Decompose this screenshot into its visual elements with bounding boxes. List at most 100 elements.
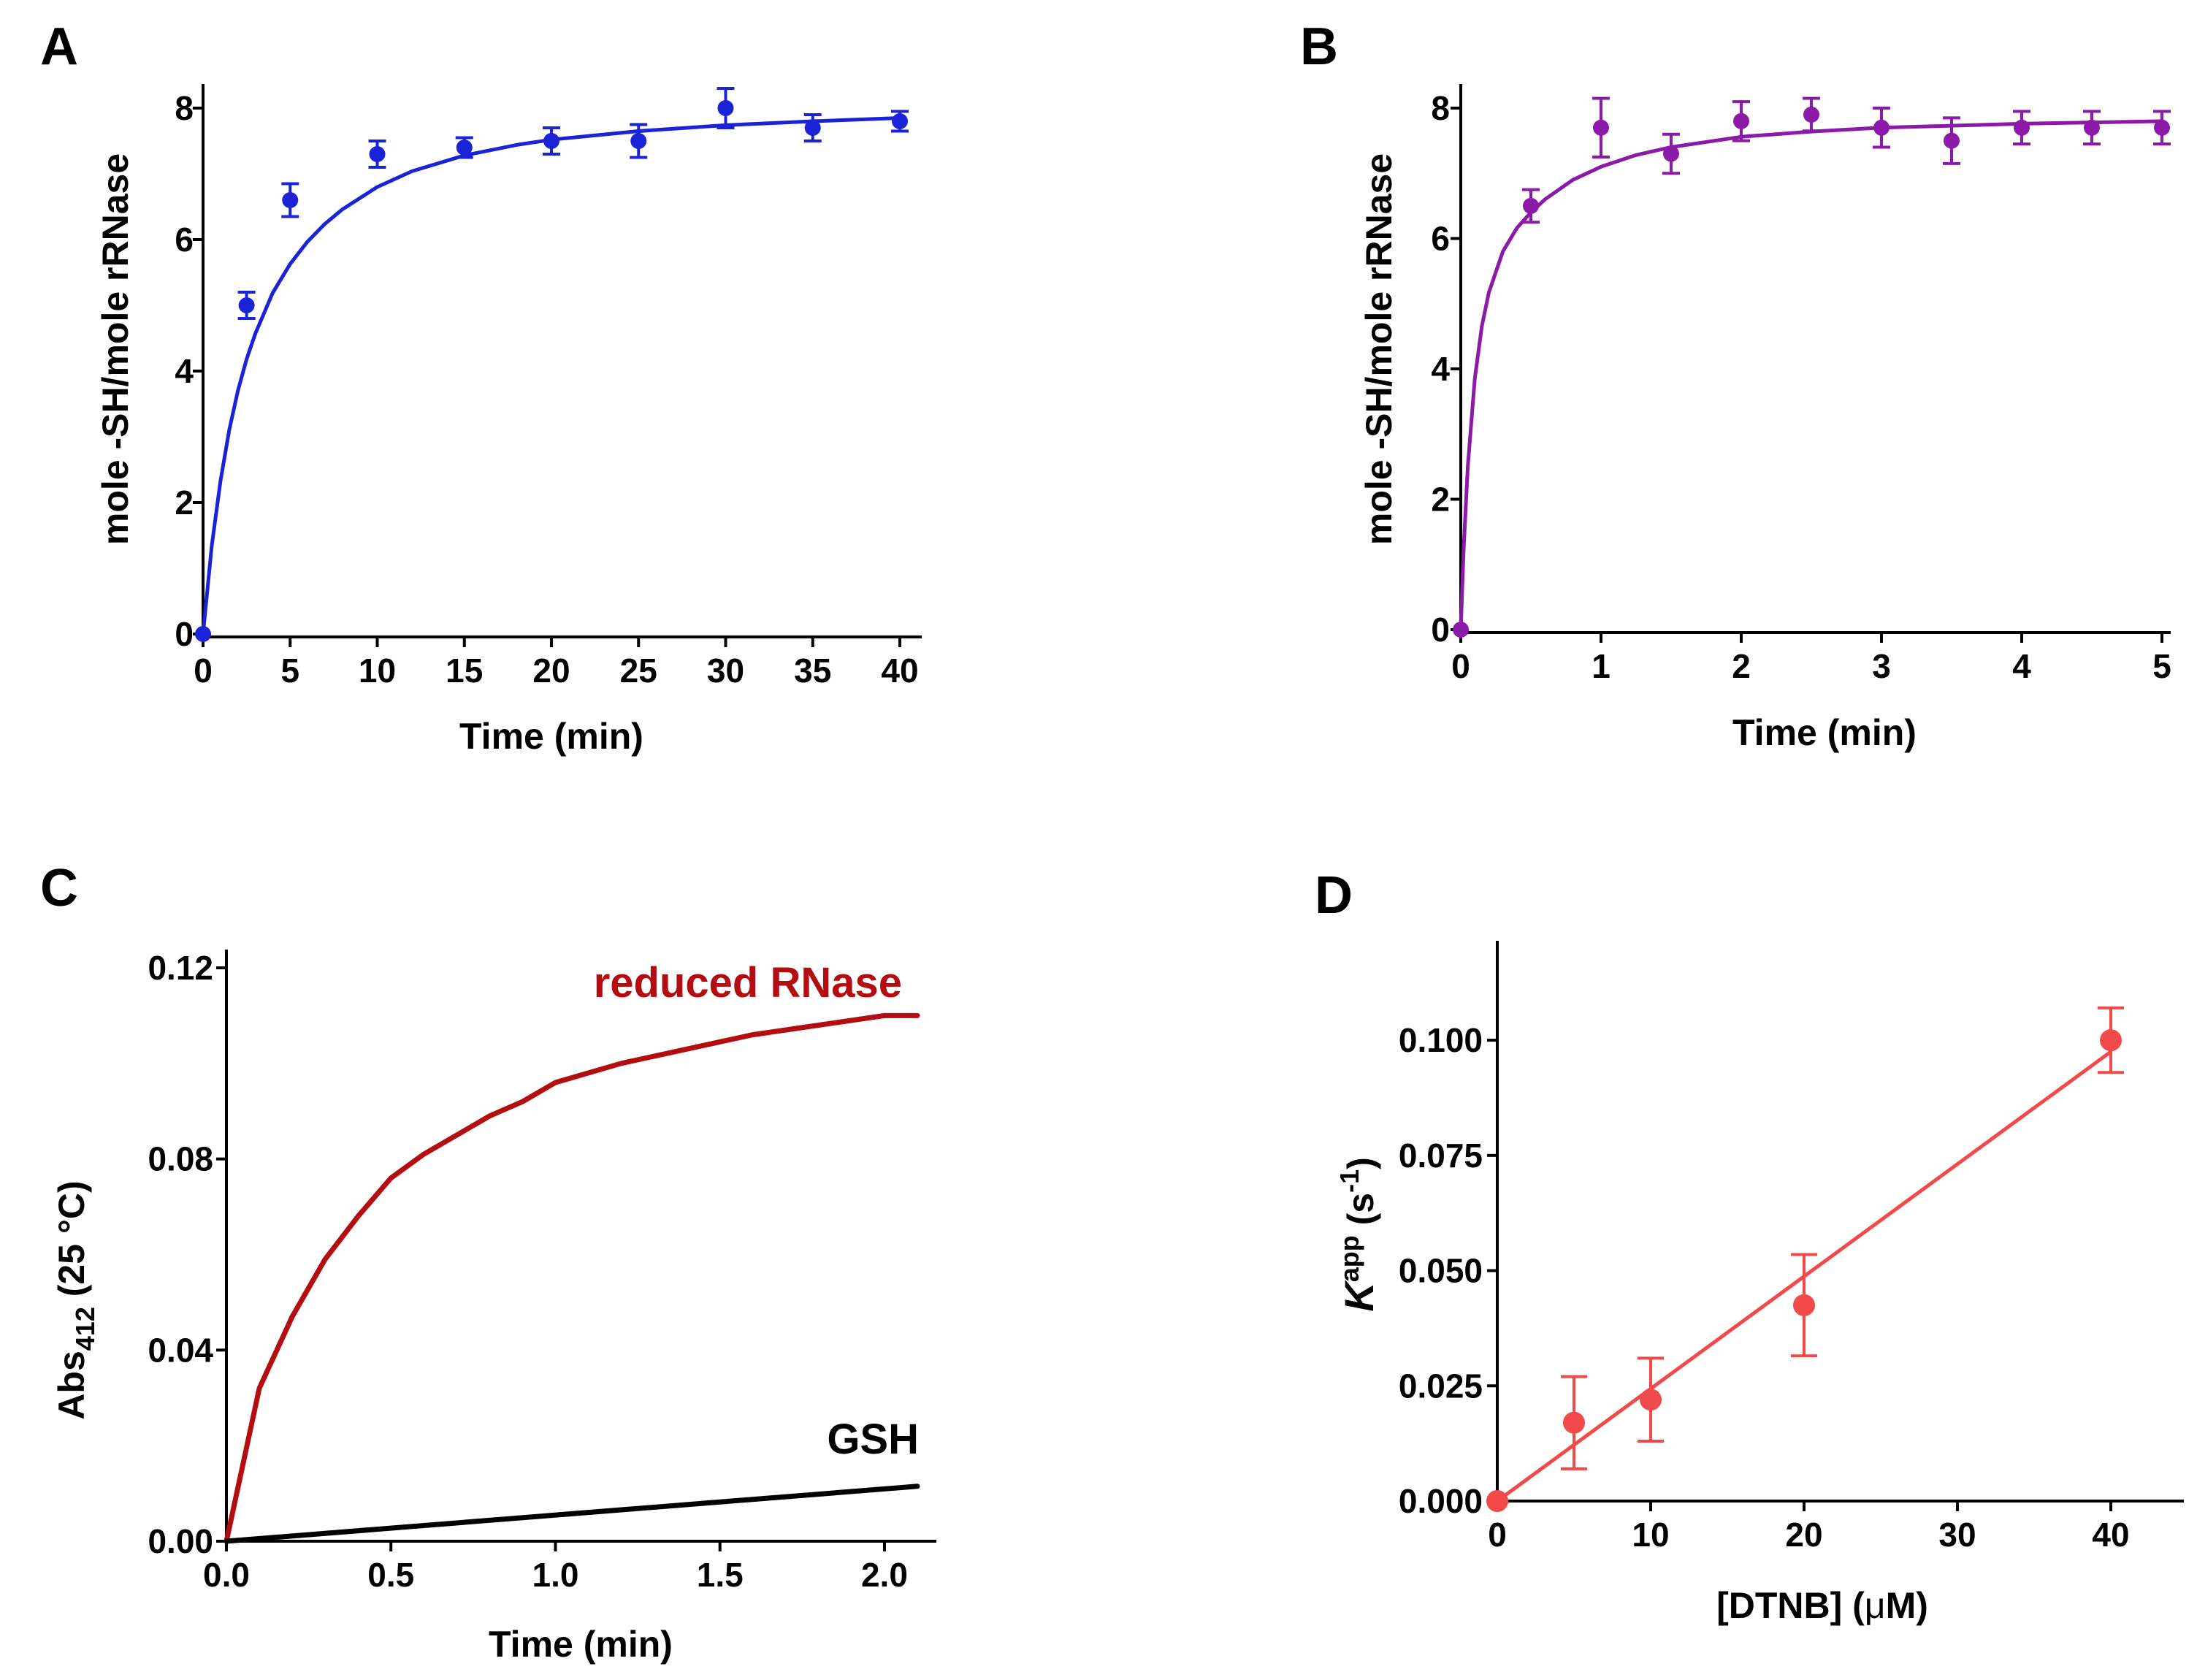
panel-b-points	[1453, 96, 2171, 638]
panel-c-y-title: Abs412 (25 °C)	[51, 1180, 100, 1419]
panel-c-y-title-rest: (25 °C)	[51, 1180, 92, 1307]
panel-b-y-tick-label: 0	[1431, 611, 1450, 649]
panel-b-y-title: mole -SH/mole rRNase	[1359, 153, 1399, 545]
panel-c-y-tick-label: 0.12	[148, 949, 213, 987]
panel-b-x-ticks: 0 1 2 3 4 5	[1451, 633, 2171, 685]
panel-d-x-title-mu: μ	[1865, 1585, 1886, 1626]
panel-d-x-title-pre: [DTNB] (	[1716, 1585, 1865, 1626]
panel-a-y-tick-label: 6	[175, 221, 194, 259]
panel-b-fit	[1459, 119, 2163, 630]
panel-b-data-point	[1944, 132, 1960, 149]
panel-a-x-tick-label: 40	[881, 652, 918, 690]
panel-letter-b: B	[1300, 18, 1338, 76]
panel-c-x-tick-label: 1.5	[697, 1556, 744, 1594]
panel-b-data-point	[2154, 119, 2170, 136]
panel-b-data-point	[1593, 119, 1609, 136]
panel-c-y-title-main: Abs	[51, 1351, 92, 1419]
panel-c: C 0.0 0.5 1.0 1.5 2.0 0.00 0.04 0.08 0.12 reduc…	[40, 859, 936, 1665]
panel-b-data-point	[1663, 145, 1679, 162]
panel-a-y-tick-label: 0	[175, 615, 194, 653]
panel-b-x-tick-label: 0	[1451, 647, 1470, 685]
panel-d-axes	[1496, 941, 2184, 1503]
panel-c-x-tick-label: 0.0	[203, 1556, 250, 1594]
panel-b-y-tick-label: 2	[1431, 481, 1450, 519]
panel-a-y-title: mole -SH/mole rRNase	[95, 153, 136, 545]
panel-d-y-tick-label: 0.100	[1399, 1021, 1483, 1059]
panel-d-data-point	[1793, 1294, 1815, 1316]
panel-a-data-point	[456, 140, 473, 156]
panel-a-data-point	[717, 100, 734, 116]
panel-a-x-ticks: 0 5 10 15 20 25 30 35 40	[194, 637, 919, 690]
panel-c-reduced-rnase-label: reduced RNase	[594, 959, 902, 1007]
panel-letter-a: A	[40, 18, 78, 76]
panel-c-y-ticks: 0.00 0.04 0.08 0.12	[148, 949, 226, 1560]
panel-d-x-tick-label: 20	[1785, 1516, 1822, 1554]
panel-a-fit	[201, 116, 901, 635]
panel-a-data-point	[804, 120, 821, 136]
panel-c-x-ticks: 0.0 0.5 1.0 1.5 2.0	[203, 1541, 908, 1594]
panel-a-x-title: Time (min)	[459, 716, 643, 757]
panel-b-fit-curve	[1459, 119, 2163, 630]
panel-d-y-ticks: 0.000 0.025 0.050 0.075 0.100	[1399, 1021, 1497, 1520]
panel-a-data-point	[195, 626, 211, 642]
panel-a-data-point	[630, 133, 647, 149]
panel-d-data-point	[2100, 1029, 2122, 1052]
panel-c-y-tick-label: 0.08	[148, 1140, 213, 1178]
panel-d-x-ticks: 0 10 20 30 40	[1488, 1501, 2130, 1554]
panel-a-points	[195, 87, 909, 642]
panel-c-x-tick-label: 0.5	[367, 1556, 414, 1594]
panel-letter-c: C	[40, 859, 78, 917]
panel-c-gsh-label: GSH	[827, 1416, 919, 1463]
panel-d-y-tick-label: 0.050	[1399, 1252, 1483, 1290]
panel-b-data-point	[2014, 119, 2030, 136]
panel-a-data-point	[892, 113, 908, 129]
panel-a-data-point	[543, 133, 559, 149]
panel-b-data-point	[1803, 106, 1819, 123]
panel-a-y-tick-label: 2	[175, 484, 194, 522]
panel-d-x-tick-label: 10	[1632, 1516, 1669, 1554]
panel-b-data-point	[1873, 119, 1890, 136]
panel-letter-d: D	[1315, 866, 1353, 925]
panel-b-y-ticks: 0 2 4 6 8	[1431, 89, 1461, 649]
panel-d-data-point	[1563, 1411, 1585, 1434]
panel-b-x-tick-label: 3	[1872, 647, 1891, 685]
panel-a-data-point	[238, 297, 255, 313]
panel-d-y-title-unit-sup: -1	[1334, 1169, 1364, 1193]
panel-b-x-tick-label: 5	[2152, 647, 2171, 685]
panel-b-x-tick-label: 4	[2012, 647, 2031, 685]
panel-d-data-point	[1640, 1389, 1662, 1411]
panel-a-x-tick-label: 5	[280, 652, 299, 690]
panel-c-x-tick-label: 1.0	[532, 1556, 578, 1594]
panel-d-y-tick-label: 0.000	[1399, 1482, 1483, 1520]
panel-a-x-tick-label: 20	[532, 652, 570, 690]
panel-b-axes	[1459, 84, 2171, 634]
panel-b-y-tick-label: 4	[1431, 350, 1450, 388]
panel-b-data-point	[1453, 622, 1469, 638]
panel-c-lines	[223, 1012, 920, 1544]
panel-b: B 0 1 2 3 4 5 0 2 4 6 8 Time (min) mole -SH/mole …	[1300, 18, 2171, 753]
panel-b-data-point	[2084, 119, 2100, 136]
panel-d-x-title-post: M)	[1886, 1585, 1928, 1626]
panel-d-y-title-unit: (s	[1340, 1193, 1381, 1235]
panel-c-x-title: Time (min)	[489, 1624, 673, 1665]
panel-d-x-tick-label: 30	[1938, 1516, 1976, 1554]
panel-d-points	[1486, 1006, 2124, 1512]
panel-a-y-ticks: 0 2 4 6 8	[175, 89, 203, 653]
panel-b-x-tick-label: 2	[1732, 647, 1751, 685]
panel-a: A 0 5 10 15 20 25 30 35 40 0 2 4 6 8 Time (min) mole…	[40, 18, 922, 757]
panel-b-x-title: Time (min)	[1732, 712, 1917, 753]
panel-d-x-tick-label: 40	[2092, 1516, 2129, 1554]
panel-a-x-tick-label: 25	[620, 652, 657, 690]
panel-a-x-tick-label: 30	[707, 652, 744, 690]
panel-b-data-point	[1733, 112, 1749, 129]
panel-b-x-tick-label: 1	[1592, 647, 1611, 685]
panel-c-x-tick-label: 2.0	[861, 1556, 908, 1594]
panel-c-y-tick-label: 0.00	[148, 1522, 213, 1560]
panel-c-series-gsh-line	[223, 1484, 920, 1544]
panel-a-axes	[202, 84, 922, 638]
panel-b-y-tick-label: 8	[1431, 89, 1450, 127]
panel-d-x-tick-label: 0	[1488, 1516, 1507, 1554]
panel-a-x-tick-label: 15	[446, 652, 483, 690]
panel-d-y-title-sup: app	[1334, 1235, 1364, 1282]
